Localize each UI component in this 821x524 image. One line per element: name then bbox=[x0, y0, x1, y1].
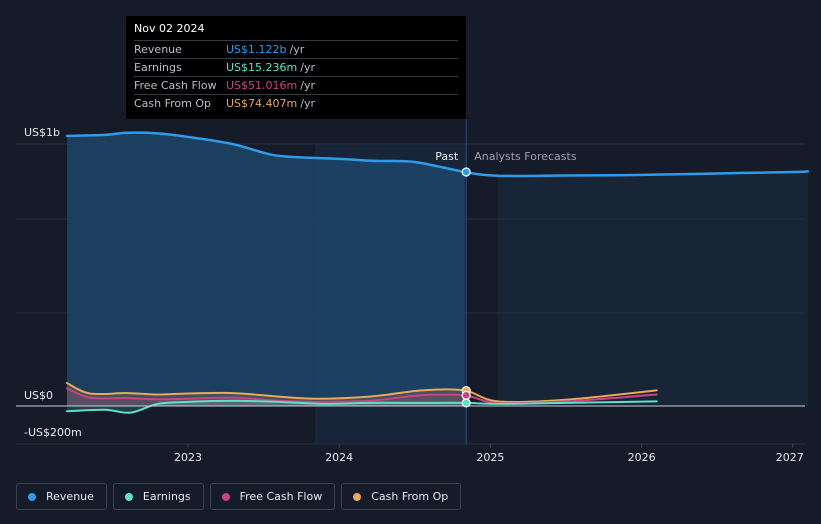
past-label: Past bbox=[435, 150, 459, 163]
tooltip-unit: /yr bbox=[300, 97, 315, 110]
legend-dot-icon bbox=[124, 492, 133, 501]
tooltip-value: US$15.236m bbox=[226, 61, 298, 74]
forecast-label: Analysts Forecasts bbox=[474, 150, 577, 163]
legend-dot-icon bbox=[353, 492, 362, 501]
free-cash-flow-marker bbox=[461, 390, 471, 400]
legend-dot-icon bbox=[28, 492, 36, 501]
tooltip-unit: /yr bbox=[289, 43, 305, 56]
tooltip-date: Nov 02 2024 bbox=[134, 22, 205, 35]
y-tick-label: US$0 bbox=[24, 389, 53, 402]
legend-label: Cash From Op bbox=[371, 490, 449, 503]
x-tick-label: 2025 bbox=[476, 451, 504, 464]
chart-series bbox=[16, 131, 810, 414]
legend: Revenue Earnings Free Cash Flow Cash Fro… bbox=[16, 483, 462, 510]
chart-axes: US$1b US$0 -US$200m 2023 2024 2025 2026 2027 Pas… bbox=[24, 126, 804, 464]
cash-from-op-line bbox=[66, 382, 658, 404]
x-tick-label: 2023 bbox=[174, 451, 202, 464]
legend-item-cash-from-op[interactable]: Cash From Op bbox=[341, 483, 462, 510]
tooltip-value: US$74.407m bbox=[226, 97, 298, 110]
revenue-area bbox=[67, 132, 465, 406]
legend-label: Revenue bbox=[46, 490, 94, 503]
tooltip-unit: /yr bbox=[300, 61, 315, 74]
x-tick-label: 2027 bbox=[776, 451, 804, 464]
tooltip-row-earnings: Earnings US$15.236m /yr bbox=[134, 58, 458, 76]
earnings-marker bbox=[461, 398, 471, 408]
y-tick-label: US$1b bbox=[24, 126, 60, 139]
legend-item-free-cash-flow[interactable]: Free Cash Flow bbox=[209, 483, 336, 510]
earnings-line bbox=[66, 399, 658, 414]
tooltip-label: Free Cash Flow bbox=[134, 79, 217, 92]
legend-label: Earnings bbox=[142, 490, 191, 503]
tooltip-row-cash-from-op: Cash From Op US$74.407m /yr bbox=[134, 94, 458, 112]
tooltip-unit: /yr bbox=[300, 79, 315, 92]
tooltip-row-revenue: Revenue US$1.122b /yr bbox=[134, 40, 458, 58]
tooltip-row-free-cash-flow: Free Cash Flow US$51.016m /yr bbox=[134, 76, 458, 94]
revenue-forecast-area bbox=[497, 171, 808, 406]
x-tick-label: 2026 bbox=[628, 451, 656, 464]
tooltip-label: Earnings bbox=[134, 61, 182, 74]
legend-dot-icon bbox=[221, 492, 230, 501]
x-tick-label: 2024 bbox=[325, 451, 353, 464]
revenue-line bbox=[65, 131, 810, 178]
tooltip-value: US$51.016m bbox=[226, 79, 298, 92]
chart-markers bbox=[461, 167, 471, 408]
tooltip-label: Revenue bbox=[134, 43, 182, 56]
tooltip: Nov 02 2024 Revenue US$1.122b /yr Earnin… bbox=[126, 16, 466, 119]
legend-item-revenue[interactable]: Revenue bbox=[16, 483, 107, 510]
tooltip-value: US$1.122b bbox=[226, 43, 287, 56]
revenue-marker bbox=[461, 167, 471, 177]
y-tick-label: -US$200m bbox=[24, 426, 82, 439]
tooltip-label: Cash From Op bbox=[134, 97, 212, 110]
legend-item-earnings[interactable]: Earnings bbox=[112, 483, 204, 510]
legend-label: Free Cash Flow bbox=[239, 490, 323, 503]
